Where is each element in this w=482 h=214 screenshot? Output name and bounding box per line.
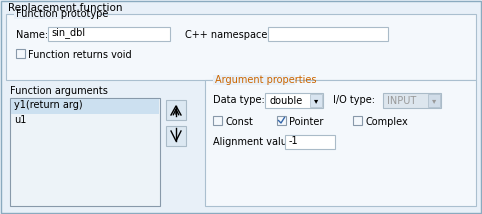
Text: Function prototype: Function prototype	[16, 9, 108, 19]
Text: y1(return arg): y1(return arg)	[14, 100, 82, 110]
Bar	[213, 116, 222, 125]
Text: Argument properties: Argument properties	[215, 75, 317, 85]
Text: Pointer: Pointer	[289, 116, 323, 126]
Bar	[383, 93, 441, 108]
Text: ▾: ▾	[314, 97, 318, 106]
Text: Complex: Complex	[365, 116, 408, 126]
Bar	[166, 100, 186, 120]
Text: u1: u1	[14, 115, 27, 125]
Text: Function arguments: Function arguments	[10, 86, 108, 96]
Text: double: double	[269, 96, 302, 106]
Text: Function returns void: Function returns void	[28, 49, 132, 59]
Bar	[10, 98, 160, 206]
Text: Name:: Name:	[16, 30, 48, 40]
Bar	[205, 80, 476, 206]
Bar	[6, 14, 476, 80]
Text: Replacement function: Replacement function	[8, 3, 122, 13]
Bar	[166, 126, 186, 146]
Bar	[353, 116, 362, 125]
Bar	[213, 75, 295, 85]
Text: Data type:: Data type:	[213, 95, 265, 105]
Text: I/O type:: I/O type:	[333, 95, 375, 105]
Bar	[268, 27, 388, 41]
Text: C++ namespace:: C++ namespace:	[185, 30, 270, 40]
Bar	[48, 27, 170, 41]
Bar	[277, 116, 286, 125]
Text: -1: -1	[289, 137, 299, 147]
Bar	[14, 9, 99, 19]
Bar	[11, 99, 159, 114]
Text: INPUT: INPUT	[387, 96, 416, 106]
Text: Alignment value:: Alignment value:	[213, 137, 296, 147]
Text: Const: Const	[225, 116, 253, 126]
Bar	[265, 93, 323, 108]
Text: sin_dbl: sin_dbl	[51, 28, 85, 38]
Bar	[428, 94, 440, 107]
Bar	[310, 94, 322, 107]
Bar	[16, 49, 25, 58]
Text: ▾: ▾	[432, 97, 436, 106]
Bar	[285, 135, 335, 149]
